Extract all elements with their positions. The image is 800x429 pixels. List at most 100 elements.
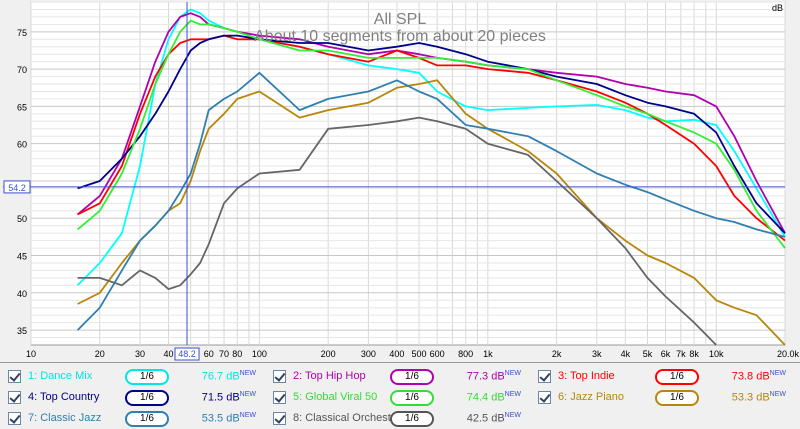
series-line (77, 34, 786, 234)
cursor[interactable]: 54.2 48.2 (3, 2, 785, 361)
legend-item[interactable]: 1: Dance Mix 1/6 76.7 dBNEW (8, 367, 270, 387)
y-tick-label: 50 (17, 214, 27, 224)
smoothing-button[interactable]: 1/6 (125, 390, 169, 406)
x-tick-label: 10 (26, 349, 36, 359)
x-tick-label: 200 (321, 349, 336, 359)
y-tick-label: 45 (17, 252, 27, 262)
legend-label: 4: Top Country (28, 391, 100, 403)
x-tick-label: 20.0k Hz (777, 349, 800, 359)
x-tick-label: 80 (232, 349, 242, 359)
legend-item[interactable]: 8: Classical Orchestra 1/6 42.5 dBNEW (273, 409, 535, 429)
smoothing-button[interactable]: 1/6 (655, 390, 699, 406)
y-tick-label: 65 (17, 102, 27, 112)
legend-spl-value: 71.5 dBNEW (201, 391, 256, 404)
smoothing-button[interactable]: 1/6 (390, 390, 434, 406)
legend-item[interactable]: 6: Jazz Piano 1/6 53.3 dBNEW (538, 388, 800, 408)
cursor-y-readout: 54.2 (8, 183, 26, 193)
series-lines (76, 8, 786, 346)
legend-item[interactable]: 3: Top Indie 1/6 73.8 dBNEW (538, 367, 800, 387)
cursor-x-readout-box (174, 347, 200, 361)
new-badge: NEW (769, 391, 786, 398)
legend-checkbox[interactable] (538, 370, 551, 383)
legend-item[interactable]: 2: Top Hip Hop 1/6 77.3 dBNEW (273, 367, 535, 387)
x-tick-label: 30 (135, 349, 145, 359)
x-tick-label: 4k (621, 349, 631, 359)
smoothing-button[interactable]: 1/6 (125, 369, 169, 385)
x-tick-label: 70 (219, 349, 229, 359)
legend-checkbox[interactable] (273, 412, 286, 425)
new-badge: NEW (504, 412, 521, 419)
legend-checkbox[interactable] (538, 391, 551, 404)
legend-checkbox[interactable] (8, 391, 21, 404)
x-tick-label: 40 (164, 349, 174, 359)
grid (30, 1, 786, 345)
legend-spl-value: 53.5 dBNEW (201, 412, 256, 425)
smoothing-button[interactable]: 1/6 (390, 411, 434, 427)
legend-checkbox[interactable] (273, 391, 286, 404)
legend-item[interactable]: 5: Global Viral 50 1/6 74.4 dBNEW (273, 388, 535, 408)
legend-spl-value: 73.8 dBNEW (731, 370, 786, 383)
new-badge: NEW (504, 370, 521, 377)
legend-label: 5: Global Viral 50 (293, 391, 378, 403)
y-tick-label: 75 (17, 28, 27, 38)
legend-item[interactable]: 7: Classic Jazz 1/6 53.5 dBNEW (8, 409, 270, 429)
x-tick-label: 10k (709, 349, 724, 359)
legend-spl-value: 74.4 dBNEW (466, 391, 521, 404)
chart-area[interactable]: 75 70 65 60 50 45 40 35 10 20 30 40 60 70 80 100 200 300… (0, 0, 800, 362)
x-tick-label: 400 (389, 349, 404, 359)
smoothing-button[interactable]: 1/6 (655, 369, 699, 385)
x-tick-label: 100 (252, 349, 267, 359)
y-axis-unit: dB (772, 3, 783, 13)
y-tick-label: 70 (17, 65, 27, 75)
new-badge: NEW (239, 412, 256, 419)
new-badge: NEW (504, 391, 521, 398)
smoothing-button[interactable]: 1/6 (390, 369, 434, 385)
x-tick-label: 7k (676, 349, 686, 359)
x-axis-ticks: 10 20 30 40 60 70 80 100 200 300 400 500 600 800 1k 2k 3… (26, 349, 800, 359)
new-badge: NEW (239, 391, 256, 398)
cursor-y-readout-box (3, 180, 31, 194)
legend-label: 8: Classical Orchestra (293, 412, 401, 424)
legend-spl-value: 77.3 dBNEW (466, 370, 521, 383)
legend-checkbox[interactable] (273, 370, 286, 383)
legend-checkbox[interactable] (8, 412, 21, 425)
chart-title: All SPL (374, 11, 427, 28)
legend-panel: 1: Dance Mix 1/6 76.7 dBNEW 2: Top Hip Hop 1… (0, 362, 800, 428)
x-tick-label: 20 (95, 349, 105, 359)
legend-spl-value: 76.7 dBNEW (201, 370, 256, 383)
smoothing-button[interactable]: 1/6 (125, 411, 169, 427)
x-tick-label: 3k (592, 349, 602, 359)
x-tick-label: 60 (204, 349, 214, 359)
x-tick-label: 1k (483, 349, 493, 359)
legend-spl-value: 42.5 dBNEW (466, 412, 521, 425)
series-line (77, 79, 786, 346)
cursor-x-readout: 48.2 (178, 349, 196, 359)
chart-subtitle: About 10 segments from about 20 pieces (254, 28, 546, 45)
x-tick-label: 2k (552, 349, 562, 359)
legend-item[interactable]: 4: Top Country 1/6 71.5 dBNEW (8, 388, 270, 408)
legend-label: 7: Classic Jazz (28, 412, 102, 424)
x-tick-label: 300 (361, 349, 376, 359)
series-line (77, 116, 717, 346)
series-line (77, 12, 786, 234)
legend-spl-value: 53.3 dBNEW (731, 391, 786, 404)
legend-label: 6: Jazz Piano (558, 391, 625, 403)
y-tick-label: 40 (17, 289, 27, 299)
x-tick-label: 600 (430, 349, 445, 359)
series-line (77, 19, 786, 249)
new-badge: NEW (769, 370, 786, 377)
series-line (76, 71, 786, 331)
x-tick-label: 8k (689, 349, 699, 359)
legend-checkbox[interactable] (8, 370, 21, 383)
x-tick-label: 5k (643, 349, 653, 359)
legend-label: 1: Dance Mix (28, 370, 93, 382)
y-tick-label: 60 (17, 140, 27, 150)
x-tick-label: 500 (412, 349, 427, 359)
legend-label: 3: Top Indie (558, 370, 615, 382)
legend-label: 2: Top Hip Hop (293, 370, 366, 382)
y-tick-label: 35 (17, 326, 27, 336)
x-tick-label: 6k (661, 349, 671, 359)
new-badge: NEW (239, 370, 256, 377)
y-axis-ticks: 75 70 65 60 50 45 40 35 (17, 28, 27, 336)
